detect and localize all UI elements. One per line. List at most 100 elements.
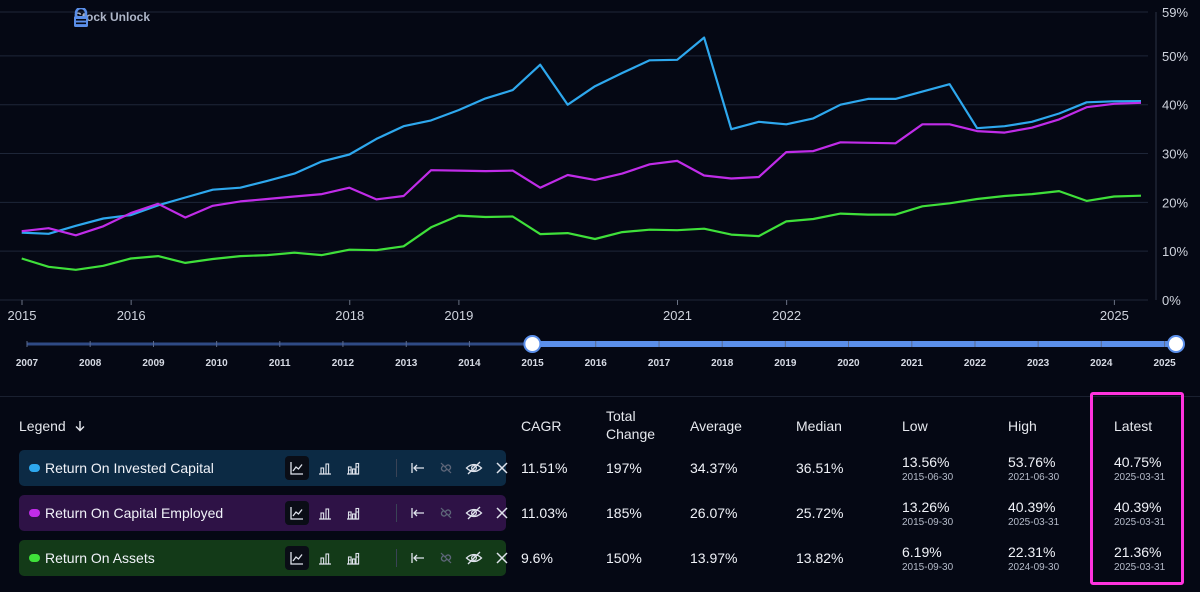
series-name: Return On Capital Employed [45,505,224,521]
total-change-value: 150% [606,550,642,566]
line-chart-icon[interactable] [285,546,309,570]
slider-year-label: 2025 [1153,358,1176,369]
slider-year-label: 2013 [395,358,418,369]
slider-start-handle[interactable] [523,335,542,353]
bar-chart-icon[interactable] [313,456,337,480]
stacked-bar-icon[interactable] [341,501,365,525]
hide-eye-icon[interactable] [462,546,486,570]
cagr-value: 9.6% [521,550,553,566]
series-name: Return On Invested Capital [45,460,214,476]
high-value: 40.39% [1008,499,1056,515]
median-value: 13.82% [796,550,844,566]
chart-area[interactable]: 0% 10% 20% 30% 40% 50% 59% 2015 2016 2018 2019 2021… [0,0,1200,330]
date-range-slider[interactable]: 2007 2008 2009 2010 2011 2012 2013 2014 2015 2016… [0,330,1200,376]
x-tick-label: 2021 [663,308,692,323]
slider-year-label: 2010 [206,358,229,369]
y-tick-label: 50% [1162,49,1188,64]
arrow-down-icon[interactable] [74,420,86,432]
x-tick-label: 2018 [335,308,364,323]
latest-value: 40.75% [1114,454,1162,470]
low-value: 6.19% [902,544,942,560]
legend-row[interactable]: Return On Capital Employed [19,495,508,531]
line-chart-icon[interactable] [285,456,309,480]
slider-year-label: 2024 [1090,358,1113,369]
slider-year-label: 2015 [521,358,544,369]
slider-year-label: 2019 [774,358,797,369]
low-value: 13.26% [902,499,950,515]
x-tick-label: 2019 [444,308,473,323]
high-value: 22.31% [1008,544,1056,560]
slider-year-label: 2009 [142,358,165,369]
average-value: 13.97% [690,550,738,566]
latest-value: 21.36% [1114,544,1162,560]
divider [396,504,397,522]
latest-value: 40.39% [1114,499,1162,515]
y-tick-label: 0% [1162,293,1181,308]
latest-date: 2025-03-31 [1114,517,1166,528]
unlink-icon[interactable] [434,456,458,480]
legend-row[interactable]: Return On Assets [19,540,508,576]
divider [396,549,397,567]
stacked-bar-icon[interactable] [341,546,365,570]
series-line [21,101,1142,237]
slider-year-label: 2016 [585,358,608,369]
slider-end-handle[interactable] [1167,335,1185,353]
total-change-header[interactable]: Total Change [606,407,655,443]
y-tick-label: 59% [1162,5,1188,20]
slider-year-label: 2018 [711,358,734,369]
slider-year-label: 2008 [79,358,102,369]
slider-year-label: 2012 [332,358,355,369]
slider-year-label: 2007 [16,358,39,369]
y-tick-label: 20% [1162,195,1188,210]
y-tick-label: 30% [1162,147,1188,162]
latest-date: 2025-03-31 [1114,472,1166,483]
series-color-dot [29,554,40,562]
legend-row[interactable]: Return On Invested Capital [19,450,508,486]
series-line [21,36,1142,235]
line-chart-icon[interactable] [285,501,309,525]
median-header[interactable]: Median [796,418,842,434]
hide-eye-icon[interactable] [462,501,486,525]
metrics-table: Legend CAGR Total Change Average Median … [0,396,1200,592]
unlink-icon[interactable] [434,501,458,525]
line-chart[interactable]: 0% 10% 20% 30% 40% 50% 59% 2015 2016 2018 2019 2021… [0,0,1200,330]
slider-year-label: 2011 [269,358,291,369]
low-header[interactable]: Low [902,418,928,434]
series-line [21,190,1142,271]
divider [396,459,397,477]
series-name: Return On Assets [45,550,155,566]
bar-chart-icon[interactable] [313,501,337,525]
slider-year-label: 2020 [837,358,860,369]
latest-column-highlight [1090,392,1184,585]
x-tick-label: 2025 [1100,308,1129,323]
legend-header-label: Legend [19,418,66,434]
close-icon[interactable] [490,456,514,480]
x-tick-label: 2015 [8,308,37,323]
high-date: 2021-06-30 [1008,472,1060,483]
legend-header[interactable]: Legend [19,417,86,435]
average-value: 34.37% [690,460,738,476]
high-header[interactable]: High [1008,418,1037,434]
close-icon[interactable] [490,546,514,570]
cagr-value: 11.51% [521,460,568,476]
close-icon[interactable] [490,501,514,525]
align-left-icon[interactable] [406,546,430,570]
total-change-header-line1: Total [606,408,636,424]
align-left-icon[interactable] [406,501,430,525]
latest-header[interactable]: Latest [1114,418,1153,434]
y-tick-label: 10% [1162,244,1188,259]
cagr-header[interactable]: CAGR [521,418,562,434]
average-value: 26.07% [690,505,738,521]
stacked-bar-icon[interactable] [341,456,365,480]
low-date: 2015-09-30 [902,517,954,528]
align-left-icon[interactable] [406,456,430,480]
unlink-icon[interactable] [434,546,458,570]
total-change-header-line2: Change [606,426,656,442]
x-tick-label: 2022 [772,308,801,323]
high-date: 2024-09-30 [1008,562,1060,573]
y-tick-label: 40% [1162,98,1188,113]
average-header[interactable]: Average [690,418,742,434]
hide-eye-icon[interactable] [462,456,486,480]
bar-chart-icon[interactable] [313,546,337,570]
slider-year-label: 2021 [901,358,924,369]
